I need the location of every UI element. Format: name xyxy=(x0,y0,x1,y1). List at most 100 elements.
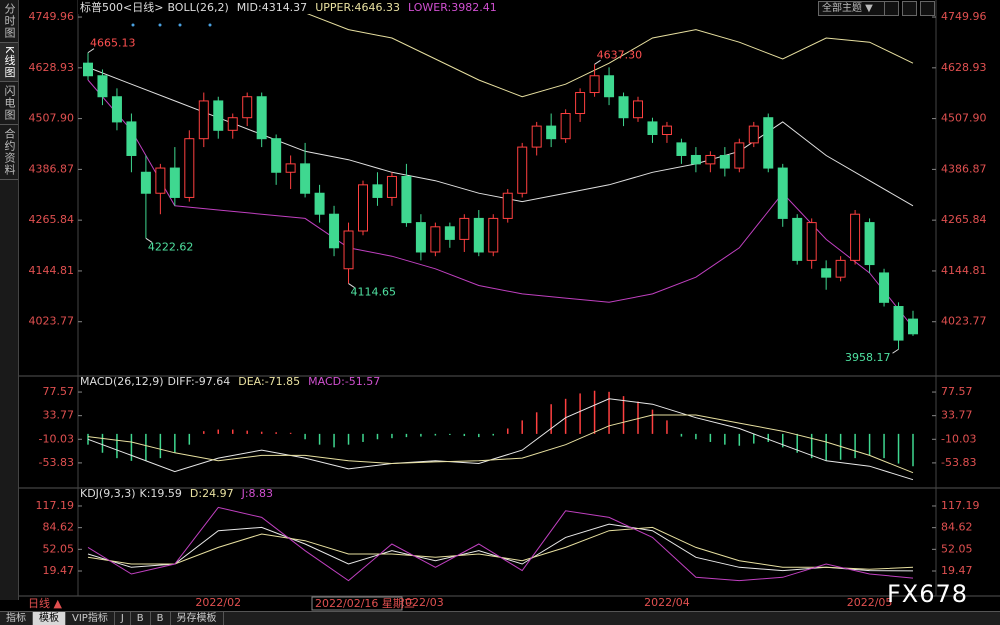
candle-body xyxy=(647,121,658,135)
x-tick-label: 2022/05 xyxy=(847,596,893,609)
candle-body xyxy=(502,192,513,219)
candle-body xyxy=(184,138,195,198)
y-tick-label: 84.62 xyxy=(941,521,973,534)
candle-body xyxy=(893,306,904,341)
candle-body xyxy=(126,121,137,156)
candle-body xyxy=(285,163,296,173)
y-tick-label: 19.47 xyxy=(43,564,75,577)
candle-body xyxy=(531,125,542,148)
candle-body xyxy=(734,142,745,169)
candle-body xyxy=(444,226,455,240)
candle-body xyxy=(140,171,151,194)
candle-body xyxy=(690,154,701,165)
y-tick-label: 4386.87 xyxy=(29,162,75,175)
side-tab[interactable]: 合约资料 xyxy=(0,125,18,181)
header-text: D:24.97 xyxy=(190,487,234,500)
candle-body xyxy=(633,100,643,119)
candle-body xyxy=(777,167,788,219)
header-text: DEA:-71.85 xyxy=(238,375,300,388)
candle-body xyxy=(705,154,716,165)
y-tick-label: -53.83 xyxy=(39,456,74,469)
candle-body xyxy=(111,96,122,123)
indicator-line xyxy=(304,12,914,98)
icon-button[interactable] xyxy=(884,1,899,16)
header-text: KDJ(9,3,3) xyxy=(80,487,136,500)
candle-body xyxy=(864,222,875,266)
y-tick-label: 117.19 xyxy=(941,499,980,512)
indicator-line xyxy=(87,414,914,474)
indicator-line xyxy=(87,398,914,481)
y-tick-label: 4265.84 xyxy=(29,213,75,226)
header-text: J:8.83 xyxy=(241,487,273,500)
toolbar-tab[interactable]: B xyxy=(131,612,151,625)
y-tick-label: 33.77 xyxy=(43,409,75,422)
toolbar-tab[interactable]: B xyxy=(151,612,171,625)
cursor-label: 2022/02/16 星期三 xyxy=(315,597,415,610)
theme-label: 全部主题 xyxy=(822,3,862,14)
candle-body xyxy=(908,318,918,335)
candle-body xyxy=(213,100,224,131)
side-tab[interactable]: K线图 xyxy=(0,43,18,83)
side-tab[interactable]: 闪电图 xyxy=(0,82,18,126)
candle-body xyxy=(415,222,426,253)
annotation-pointer xyxy=(892,348,899,354)
candle-body xyxy=(604,75,615,98)
x-tick-label: 2022/03 xyxy=(398,596,444,609)
icon-button[interactable] xyxy=(920,1,935,16)
y-tick-label: 4144.81 xyxy=(29,264,75,277)
y-tick-label: 77.57 xyxy=(941,385,973,398)
period-label: 日线 ▲ xyxy=(28,596,62,610)
toolbar-tab[interactable]: VIP指标 xyxy=(66,612,115,625)
candle-body xyxy=(517,146,528,194)
y-tick-label: 4023.77 xyxy=(941,315,987,328)
y-tick-label: 4386.87 xyxy=(941,162,987,175)
toolbar-tab[interactable]: 另存模板 xyxy=(171,612,224,625)
toolbar-tab[interactable]: J xyxy=(115,612,131,625)
candle-body xyxy=(358,184,368,232)
header-text: LOWER:3982.41 xyxy=(408,1,497,14)
y-tick-label: 4628.93 xyxy=(941,61,987,74)
indicator-line xyxy=(87,506,914,582)
y-tick-label: 33.77 xyxy=(941,409,973,422)
annotation: 4222.62 xyxy=(148,240,194,253)
theme-button[interactable]: 全部主题 ▼ xyxy=(818,1,885,16)
y-tick-label: -10.03 xyxy=(941,432,976,445)
y-tick-label: 117.19 xyxy=(36,499,75,512)
candle-body xyxy=(372,184,383,198)
candle-body xyxy=(242,96,253,119)
toolbar-tab[interactable]: 模板 xyxy=(33,612,66,625)
candle-body xyxy=(343,230,354,270)
annotation: 3958.17 xyxy=(845,351,891,364)
candle-body xyxy=(459,217,470,240)
side-tabs: 分时图 K线图 闪电图 合约资料 xyxy=(0,0,19,600)
candle-body xyxy=(227,117,238,131)
candle-body xyxy=(546,125,557,140)
y-tick-label: 4507.90 xyxy=(941,112,987,125)
cursor-label-bg xyxy=(311,596,403,611)
candle-body xyxy=(473,217,484,253)
header-text: 标普500<日线> xyxy=(80,0,163,14)
candle-body xyxy=(430,226,441,253)
candle-body xyxy=(589,75,600,94)
header-text: K:19.59 xyxy=(140,487,182,500)
toolbar-tab[interactable]: 指标 xyxy=(0,612,33,625)
toolbar: 指标 模板 VIP指标 J B B 另存模板 xyxy=(0,611,1000,625)
side-tab[interactable]: 分时图 xyxy=(0,0,18,43)
candle-body xyxy=(271,138,282,173)
header-text: DIFF:-97.64 xyxy=(168,375,231,388)
candle-body xyxy=(618,96,629,119)
candle-body xyxy=(169,167,180,198)
candle-body xyxy=(256,96,267,140)
candle-body xyxy=(198,100,209,140)
y-tick-label: 4144.81 xyxy=(941,264,987,277)
y-tick-label: 4749.96 xyxy=(29,10,75,23)
candle-body xyxy=(314,192,325,215)
y-tick-label: 52.05 xyxy=(941,542,973,555)
candle-body xyxy=(821,268,832,278)
candle-body xyxy=(155,167,166,194)
icon-button[interactable] xyxy=(902,1,917,16)
candle-body xyxy=(329,213,340,249)
candle-body xyxy=(97,75,108,98)
